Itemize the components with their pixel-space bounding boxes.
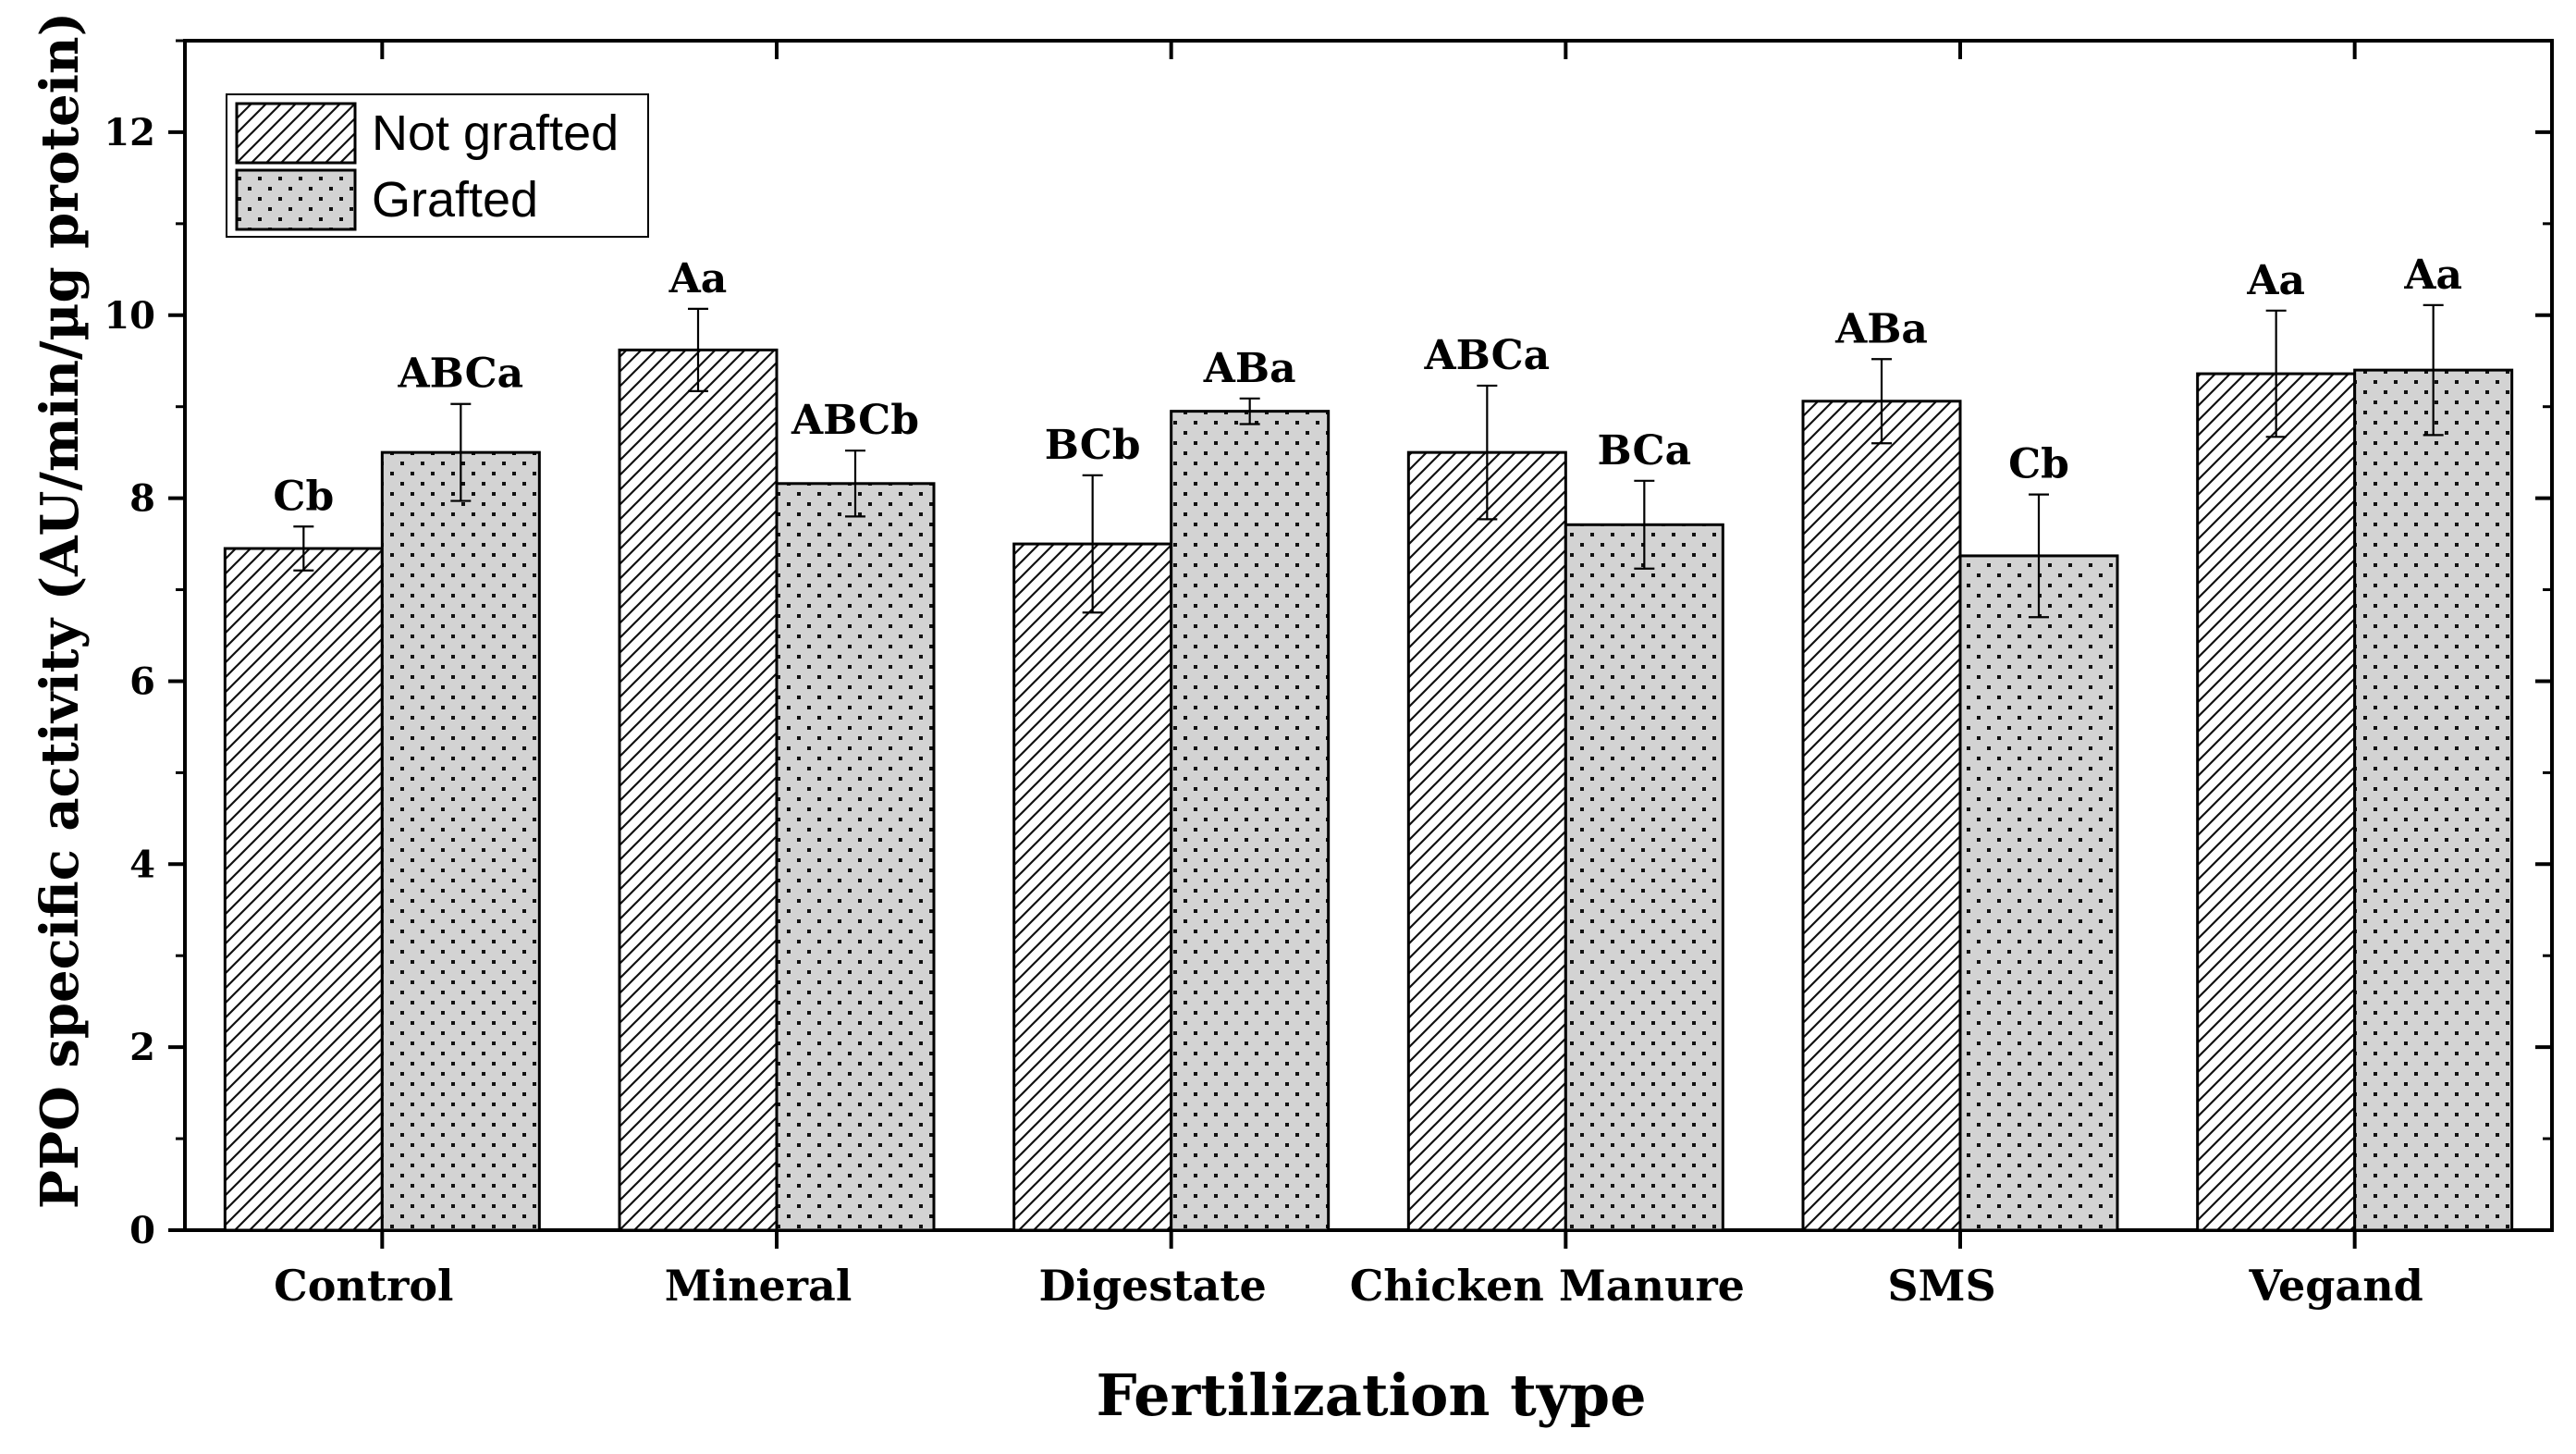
x-tick-label: SMS: [1887, 1261, 1995, 1311]
significance-label: ABCb: [791, 397, 919, 444]
y-tick-label: 2: [129, 1026, 155, 1069]
y-axis: 0 2 4 6 8 10 12: [104, 39, 2552, 1252]
y-tick-label: 8: [129, 477, 155, 521]
bar-grafted: [775, 482, 936, 1232]
bar-not-grafted: [1801, 400, 1962, 1232]
x-tick-label: Vegand: [2249, 1261, 2423, 1311]
legend-label-not-grafted: Not grafted: [372, 105, 619, 161]
significance-label: BCb: [1045, 422, 1141, 469]
bar-not-grafted: [1406, 450, 1567, 1232]
bar-grafted: [380, 450, 541, 1232]
x-axis: Control Mineral Digestate Chicken Manure SMS…: [274, 41, 2423, 1311]
significance-label: ABa: [1834, 305, 1928, 352]
y-axis-title: PPO specific activity (AU/min/µg protein…: [30, 12, 91, 1209]
legend-swatch-grafted: [235, 168, 357, 231]
significance-label: ABCa: [1423, 332, 1550, 379]
legend-label-grafted: Grafted: [372, 172, 538, 228]
y-tick-label: 10: [104, 294, 155, 338]
y-tick-label: 12: [104, 111, 155, 154]
significance-label: Cb: [2008, 441, 2069, 488]
plot-border: [183, 39, 2554, 1232]
significance-label: Aa: [669, 255, 728, 302]
x-tick-label: Digestate: [1039, 1261, 1267, 1311]
significance-label: Aa: [2246, 257, 2305, 304]
plot-frame: [183, 39, 2554, 1232]
bar-grafted: [1564, 523, 1724, 1232]
bar-grafted: [2353, 368, 2514, 1232]
x-axis-title: Fertilization type: [1096, 1362, 1646, 1429]
y-tick-label: 4: [129, 843, 155, 886]
significance-label: ABCa: [397, 351, 523, 398]
bar-not-grafted: [1012, 542, 1173, 1232]
significance-label: Aa: [2403, 252, 2462, 299]
bar-grafted: [1170, 410, 1331, 1232]
bars: [223, 348, 2514, 1232]
bar-not-grafted: [223, 547, 384, 1232]
x-tick-label: Mineral: [665, 1261, 853, 1311]
bar-labels: Cb ABCa Aa ABCb BCb ABa ABCa BCa ABa Cb Aa Aa: [273, 252, 2462, 520]
significance-label: BCa: [1598, 427, 1692, 474]
x-tick-label: Chicken Manure: [1350, 1261, 1745, 1311]
y-tick-label: 6: [129, 659, 155, 703]
bar-grafted: [1958, 554, 2119, 1232]
x-tick-label: Control: [274, 1261, 453, 1311]
bar-not-grafted: [2196, 372, 2357, 1232]
significance-label: ABa: [1203, 345, 1296, 392]
significance-label: Cb: [273, 473, 334, 520]
legend-swatch-not-grafted: [235, 102, 357, 165]
y-tick-label: 0: [129, 1209, 155, 1252]
bar-not-grafted: [618, 348, 779, 1232]
legend: Not grafted Grafted: [226, 93, 649, 238]
error-bars: [293, 303, 2444, 619]
